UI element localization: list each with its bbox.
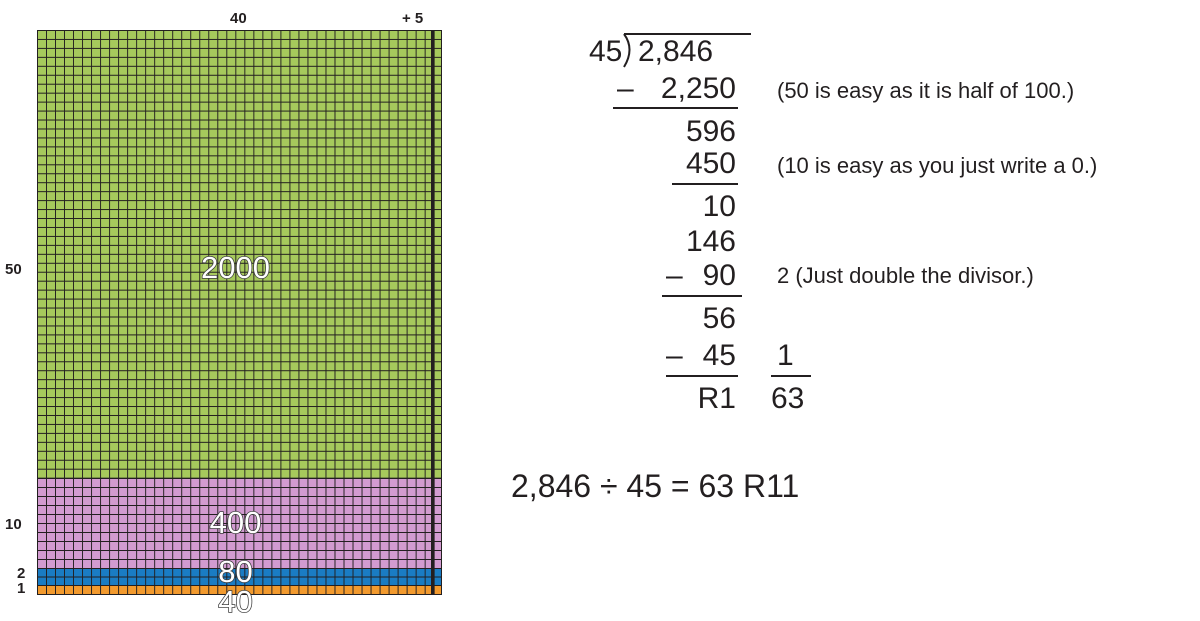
band-400 (37, 478, 441, 568)
note-50: (50 is easy as it is half of 100.) (777, 78, 1075, 103)
note-2: 2 (Just double the divisor.) (777, 263, 1034, 288)
top-label-plus-5: + 5 (402, 10, 424, 27)
subtrahend-90: 90 (702, 259, 736, 292)
remainder-596: 596 (685, 115, 736, 148)
division-bracket (623, 33, 751, 68)
band-value-2000: 2000 (200, 250, 270, 285)
rule-4 (666, 375, 738, 377)
band-value-400: 400 (209, 505, 262, 540)
subtrahend-2250: 2,250 (660, 72, 736, 105)
band-2000 (37, 30, 441, 478)
result-equation: 2,846 ÷ 45 = 63 R11 (511, 468, 800, 504)
band-40 (37, 585, 441, 594)
quotient-part-10: 10 (702, 190, 736, 223)
area-model-grid: 2000 400 80 40 (37, 30, 442, 618)
subtrahend-45: 45 (702, 339, 736, 372)
rule-1 (613, 107, 738, 109)
side-sum-rule (771, 375, 811, 377)
row-label-10: 10 (5, 516, 22, 533)
row-label-2: 2 (17, 565, 26, 582)
remainder-56: 56 (702, 302, 736, 335)
dividend: 2,846 (638, 35, 714, 68)
side-sum-numerator: 1 (777, 339, 794, 372)
minus-sign-1: – (617, 72, 634, 105)
minus-sign-2: – (666, 259, 683, 292)
divider-40-plus-5 (431, 30, 434, 594)
minus-sign-3: – (666, 339, 683, 372)
top-label-40: 40 (230, 10, 247, 27)
rule-2 (672, 183, 738, 185)
band-80 (37, 568, 441, 585)
row-label-1: 1 (17, 580, 26, 597)
side-sum-total: 63 (771, 382, 805, 415)
band-value-80: 80 (218, 554, 254, 589)
row-label-50: 50 (5, 261, 22, 278)
divisor: 45 (589, 35, 623, 68)
band-value-40: 40 (218, 584, 254, 619)
note-10: (10 is easy as you just write a 0.) (777, 153, 1098, 178)
remainder-146: 146 (685, 225, 736, 258)
rule-3 (662, 295, 742, 297)
subtrahend-450: 450 (685, 147, 736, 180)
final-remainder: R1 (697, 382, 736, 415)
